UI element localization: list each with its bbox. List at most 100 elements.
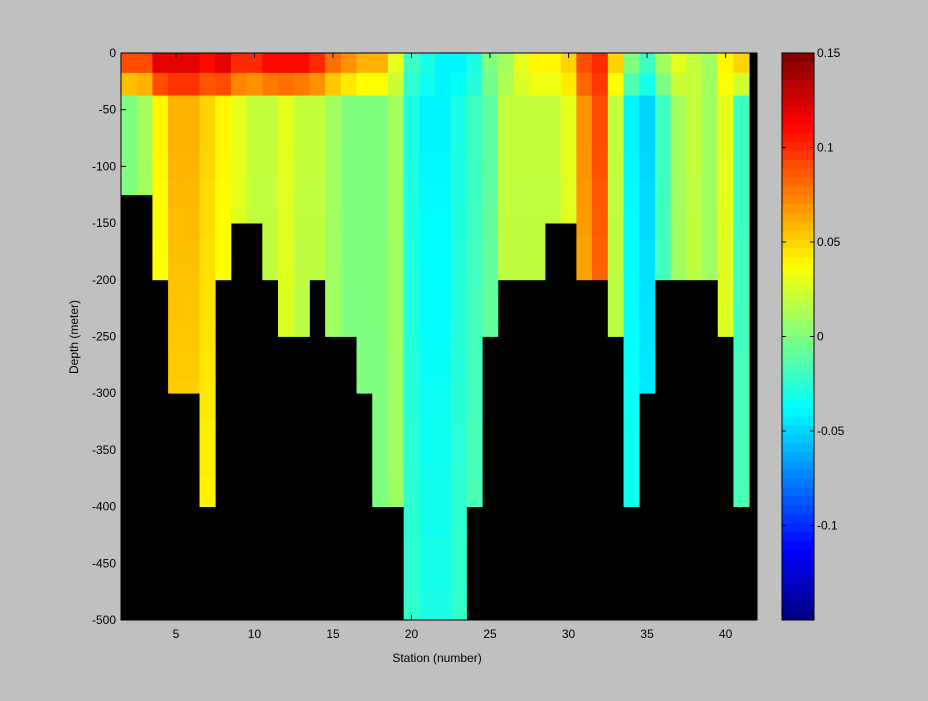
heatmap-cell [199, 379, 216, 422]
heatmap-cell [545, 72, 562, 96]
colorbar-segment [782, 115, 814, 125]
colorbar-segment [782, 256, 814, 267]
heatmap-cell [686, 180, 703, 210]
heatmap-cell [607, 237, 624, 267]
heatmap-cell [230, 152, 248, 181]
heatmap-cell [199, 180, 216, 210]
heatmap-cell [435, 379, 452, 422]
heatmap-cell [387, 265, 405, 295]
colorbar-segment [782, 177, 814, 187]
heatmap-cell [419, 350, 436, 380]
heatmap-cell [482, 208, 499, 238]
heatmap-cell [183, 123, 200, 153]
y-tick-label: -300 [92, 386, 116, 400]
colorbar-segment [782, 132, 814, 142]
heatmap-cell [497, 123, 514, 153]
heatmap-cell [654, 152, 672, 181]
heatmap-cell [372, 265, 389, 295]
heatmap-cell [136, 72, 153, 96]
colorbar-segment [782, 168, 814, 178]
heatmap-cell [670, 53, 687, 74]
colorbar-segment [782, 540, 814, 550]
heatmap-cell [340, 152, 357, 181]
heatmap-cell [576, 72, 593, 96]
heatmap-cell [262, 152, 279, 181]
heatmap-cell [545, 152, 562, 181]
heatmap-cell [121, 180, 138, 196]
heatmap-cell [733, 293, 750, 323]
heatmap-cell [497, 180, 514, 210]
heatmap-cell [309, 53, 326, 74]
heatmap-cell [372, 152, 389, 181]
heatmap-cell [639, 53, 656, 74]
heatmap-cell [435, 591, 452, 621]
heatmap-cell [356, 123, 373, 153]
colorbar-segment [782, 336, 814, 346]
heatmap-cell [309, 208, 326, 238]
heatmap-cell [435, 350, 452, 380]
heatmap-cell [230, 208, 248, 224]
heatmap-cell [529, 152, 546, 181]
heatmap-cell [215, 53, 232, 74]
colorbar-tick-label: -0.05 [817, 424, 845, 438]
heatmap-cell [513, 123, 530, 153]
heatmap-cell [419, 293, 436, 323]
heatmap-cell [529, 237, 546, 267]
heatmap-cell [733, 322, 750, 352]
heatmap-cell [356, 208, 373, 238]
heatmap-cell [387, 293, 405, 323]
heatmap-cell [450, 322, 467, 352]
heatmap-cell [733, 72, 750, 96]
y-tick-label: -350 [92, 443, 116, 457]
heatmap-cell [592, 95, 609, 125]
y-axis-label: Depth (meter) [67, 300, 81, 374]
heatmap-cell [670, 95, 687, 125]
colorbar-segment [782, 123, 814, 134]
heatmap-cell [654, 265, 672, 281]
heatmap-cell [529, 95, 546, 125]
heatmap-cell [717, 95, 734, 125]
heatmap-cell [435, 208, 452, 238]
colorbar-segment [782, 531, 814, 541]
y-tick-label: -250 [92, 330, 116, 344]
heatmap-cell [733, 265, 750, 295]
heatmap-cell [199, 123, 216, 153]
heatmap-cell [372, 293, 389, 323]
heatmap-cell [450, 72, 467, 96]
heatmap-cell [387, 95, 405, 125]
heatmap-cell [372, 53, 389, 74]
heatmap-cell [325, 123, 342, 153]
heatmap-cell [733, 95, 750, 125]
heatmap-cell [183, 379, 200, 394]
heatmap-cell [199, 265, 216, 295]
heatmap-cell [450, 95, 467, 125]
heatmap-cell [466, 95, 483, 125]
heatmap-cell [607, 322, 624, 337]
heatmap-cell [356, 322, 373, 352]
heatmap-cell [733, 237, 750, 267]
heatmap-cell [387, 237, 405, 267]
heatmap-cell [639, 72, 656, 96]
heatmap-cell [733, 350, 750, 380]
heatmap-cell [466, 208, 483, 238]
heatmap-cell [356, 379, 373, 394]
heatmap-cell [136, 123, 153, 153]
heatmap-cell [654, 237, 672, 267]
heatmap-cell [387, 322, 405, 352]
colorbar-segment [782, 557, 814, 568]
heatmap-cell [607, 293, 624, 323]
heatmap-cell [325, 152, 342, 181]
heatmap-cell [435, 123, 452, 153]
heatmap-cell [403, 208, 420, 238]
heatmap-cell [403, 123, 420, 153]
heatmap-cell [199, 293, 216, 323]
heatmap-cell [262, 208, 279, 238]
heatmap-cell [183, 72, 200, 96]
heatmap-cell [278, 180, 295, 210]
heatmap-cell [450, 180, 467, 210]
heatmap-cell [419, 53, 436, 74]
heatmap-cell [592, 265, 609, 281]
heatmap-cell [246, 95, 263, 125]
heatmap-cell [623, 72, 640, 96]
heatmap-cell [387, 208, 405, 238]
